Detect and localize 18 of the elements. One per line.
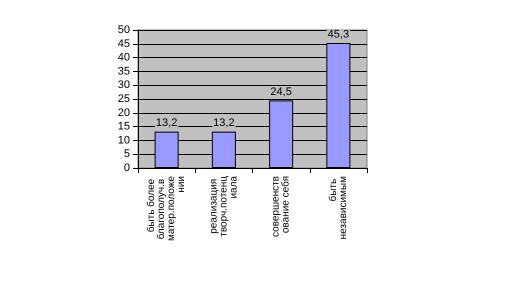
y-tick-label: 0: [124, 162, 130, 174]
y-tick-label: 35: [118, 65, 130, 78]
x-tick-label: быть независимым: [328, 176, 349, 240]
y-tick-label: 15: [118, 120, 130, 133]
data-label: 13,2: [156, 117, 178, 130]
y-tick-label: 10: [118, 134, 130, 146]
y-tick-label: 45: [118, 38, 130, 50]
y-tick-label: 40: [118, 52, 130, 64]
data-label: 24,5: [270, 86, 292, 98]
y-tick-label: 50: [118, 24, 130, 36]
y-tick-label: 30: [118, 79, 130, 92]
y-tick-label: 20: [118, 106, 130, 119]
data-label: 45,3: [328, 28, 350, 40]
x-tick-label: быть более благополуч.в матер.положении: [146, 176, 188, 241]
x-tick-label: реализация творч.потенциала: [208, 176, 240, 237]
data-label: 13,2: [213, 117, 235, 130]
y-tick-label: 25: [118, 93, 130, 105]
y-tick-label: 5: [124, 148, 130, 160]
